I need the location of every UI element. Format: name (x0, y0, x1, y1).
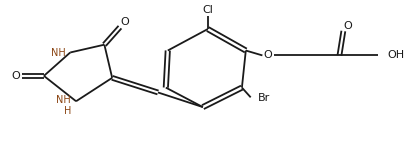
Text: Cl: Cl (202, 5, 213, 15)
Text: O: O (264, 50, 273, 60)
Text: H: H (64, 106, 71, 116)
Text: O: O (120, 17, 129, 27)
Text: NH: NH (56, 95, 71, 105)
Text: OH: OH (387, 50, 404, 60)
Text: NH: NH (51, 48, 65, 58)
Text: O: O (343, 21, 352, 31)
Text: O: O (11, 71, 20, 81)
Text: Br: Br (258, 93, 271, 103)
